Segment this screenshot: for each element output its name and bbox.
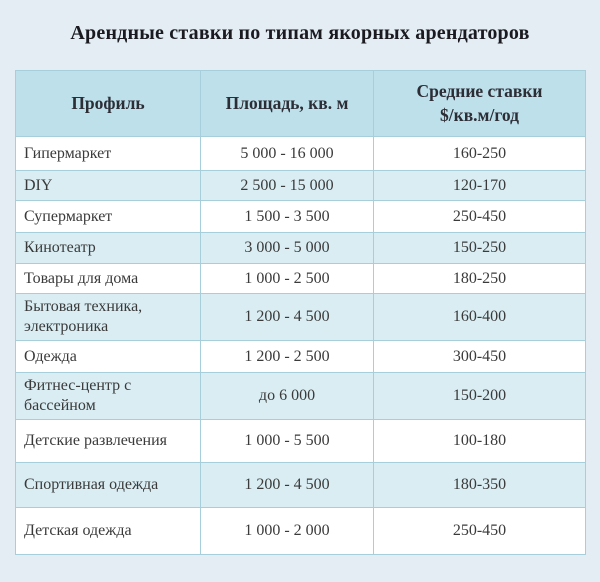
row-rate-cell: 160-250 xyxy=(373,136,586,171)
row-rate-cell: 120-170 xyxy=(373,170,586,201)
column-header-area: Площадь, кв. м xyxy=(200,70,374,137)
row-profile-cell: Гипермаркет xyxy=(15,136,201,171)
row-profile-cell: DIY xyxy=(15,170,201,201)
table-body: Гипермаркет 5 000 - 16 000 160-250 DIY 2 500… xyxy=(15,136,586,555)
row-rate-cell: 100-180 xyxy=(373,419,586,463)
row-area-cell: 1 000 - 2 500 xyxy=(200,263,374,294)
row-profile-cell: Одежда xyxy=(15,340,201,373)
row-area-cell: 2 500 - 15 000 xyxy=(200,170,374,201)
table-row: DIY 2 500 - 15 000 120-170 xyxy=(15,170,586,201)
table-row: Одежда 1 200 - 2 500 300-450 xyxy=(15,340,586,373)
row-profile-cell: Спортивная одежда xyxy=(15,462,201,508)
table-header-row: Профиль Площадь, кв. м Средние ставки $/… xyxy=(15,70,586,137)
table-row: Гипермаркет 5 000 - 16 000 160-250 xyxy=(15,136,586,171)
row-rate-cell: 180-250 xyxy=(373,263,586,294)
row-area-cell: 3 000 - 5 000 xyxy=(200,232,374,264)
table-row: Кинотеатр 3 000 - 5 000 150-250 xyxy=(15,232,586,264)
row-area-cell: 1 000 - 5 500 xyxy=(200,419,374,463)
row-area-cell: 1 000 - 2 000 xyxy=(200,507,374,555)
row-profile-cell: Товары для дома xyxy=(15,263,201,294)
table-row: Спортивная одежда 1 200 - 4 500 180-350 xyxy=(15,462,586,508)
table-row: Детские развлечения 1 000 - 5 500 100-180 xyxy=(15,419,586,463)
row-rate-cell: 180-350 xyxy=(373,462,586,508)
table-row: Бытовая техника, электроника 1 200 - 4 50… xyxy=(15,293,586,341)
row-area-cell: 1 200 - 4 500 xyxy=(200,293,374,341)
row-profile-cell: Фитнес-центр с бассейном xyxy=(15,372,201,420)
row-profile-cell: Супермаркет xyxy=(15,200,201,233)
table-row: Товары для дома 1 000 - 2 500 180-250 xyxy=(15,263,586,294)
column-header-profile: Профиль xyxy=(15,70,201,137)
row-area-cell: 1 500 - 3 500 xyxy=(200,200,374,233)
row-profile-cell: Детская одежда xyxy=(15,507,201,555)
row-rate-cell: 250-450 xyxy=(373,200,586,233)
row-area-cell: 5 000 - 16 000 xyxy=(200,136,374,171)
row-profile-cell: Детские развлечения xyxy=(15,419,201,463)
table-row: Детская одежда 1 000 - 2 000 250-450 xyxy=(15,507,586,555)
page-title: Арендные ставки по типам якорных арендат… xyxy=(70,22,530,44)
row-profile-cell: Кинотеатр xyxy=(15,232,201,264)
row-rate-cell: 160-400 xyxy=(373,293,586,341)
row-rate-cell: 150-250 xyxy=(373,232,586,264)
column-header-rates: Средние ставки $/кв.м/год xyxy=(373,70,586,137)
row-area-cell: 1 200 - 4 500 xyxy=(200,462,374,508)
row-rate-cell: 300-450 xyxy=(373,340,586,373)
row-area-cell: 1 200 - 2 500 xyxy=(200,340,374,373)
row-area-cell: до 6 000 xyxy=(200,372,374,420)
table-row: Супермаркет 1 500 - 3 500 250-450 xyxy=(15,200,586,233)
row-rate-cell: 150-200 xyxy=(373,372,586,420)
row-profile-cell: Бытовая техника, электроника xyxy=(15,293,201,341)
rental-rates-table: Профиль Площадь, кв. м Средние ставки $/… xyxy=(15,70,586,555)
row-rate-cell: 250-450 xyxy=(373,507,586,555)
table-row: Фитнес-центр с бассейном до 6 000 150-200 xyxy=(15,372,586,420)
